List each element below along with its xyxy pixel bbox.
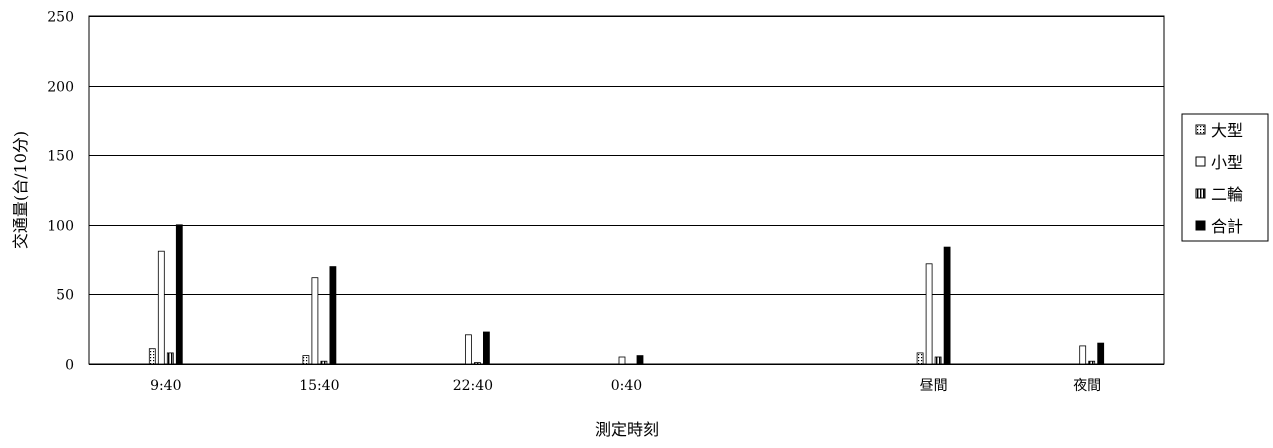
- bar-二輪-昼間: [934, 356, 942, 365]
- legend-swatch-大型: [1195, 124, 1206, 135]
- legend-swatch-合計: [1195, 220, 1206, 231]
- bar-大型-昼間: [916, 352, 924, 365]
- y-tick-label: 150: [47, 149, 74, 165]
- bar-二輪-15:40: [320, 360, 328, 365]
- bar-小型-昼間: [925, 263, 933, 365]
- bar-二輪-9:40: [166, 352, 174, 365]
- bar-合計-9:40: [175, 224, 183, 365]
- bar-小型-0:40: [618, 356, 626, 365]
- legend-swatch-小型: [1195, 156, 1206, 167]
- x-tick-label: 22:40: [453, 378, 493, 394]
- x-tick-label: 夜間: [1073, 378, 1101, 394]
- legend-label-合計: 合計: [1211, 217, 1243, 236]
- plot-area-frame: [88, 15, 1165, 365]
- bar-小型-夜間: [1079, 345, 1087, 365]
- bar-合計-22:40: [482, 331, 490, 365]
- bar-合計-15:40: [329, 266, 337, 365]
- legend-box: [1181, 113, 1269, 242]
- y-tick-label: 50: [56, 288, 74, 304]
- legend-label-大型: 大型: [1211, 121, 1243, 140]
- x-tick-label: 15:40: [299, 378, 339, 394]
- y-tick-label: 0: [65, 358, 74, 374]
- y-tick-label: 250: [47, 10, 74, 26]
- bar-大型-9:40: [148, 348, 156, 365]
- bar-合計-昼間: [943, 246, 951, 365]
- y-tick-label: 200: [47, 80, 74, 96]
- legend-label-小型: 小型: [1211, 153, 1243, 172]
- bar-小型-22:40: [464, 334, 472, 365]
- y-tick-label: 100: [47, 219, 74, 235]
- legend-label-二輪: 二輪: [1211, 185, 1243, 204]
- bar-二輪-夜間: [1088, 360, 1096, 365]
- bar-大型-15:40: [302, 355, 310, 365]
- y-axis-title: 交通量(台/10分): [11, 131, 30, 249]
- bar-小型-9:40: [157, 250, 165, 365]
- x-tick-label: 昼間: [920, 378, 948, 394]
- x-axis-title: 測定時刻: [595, 420, 659, 439]
- bar-二輪-22:40: [473, 362, 481, 365]
- bar-合計-夜間: [1097, 342, 1105, 365]
- bar-小型-15:40: [311, 277, 319, 365]
- bar-合計-0:40: [636, 355, 644, 365]
- legend-swatch-二輪: [1195, 188, 1206, 199]
- x-tick-label: 9:40: [150, 378, 181, 394]
- x-tick-label: 0:40: [611, 378, 642, 394]
